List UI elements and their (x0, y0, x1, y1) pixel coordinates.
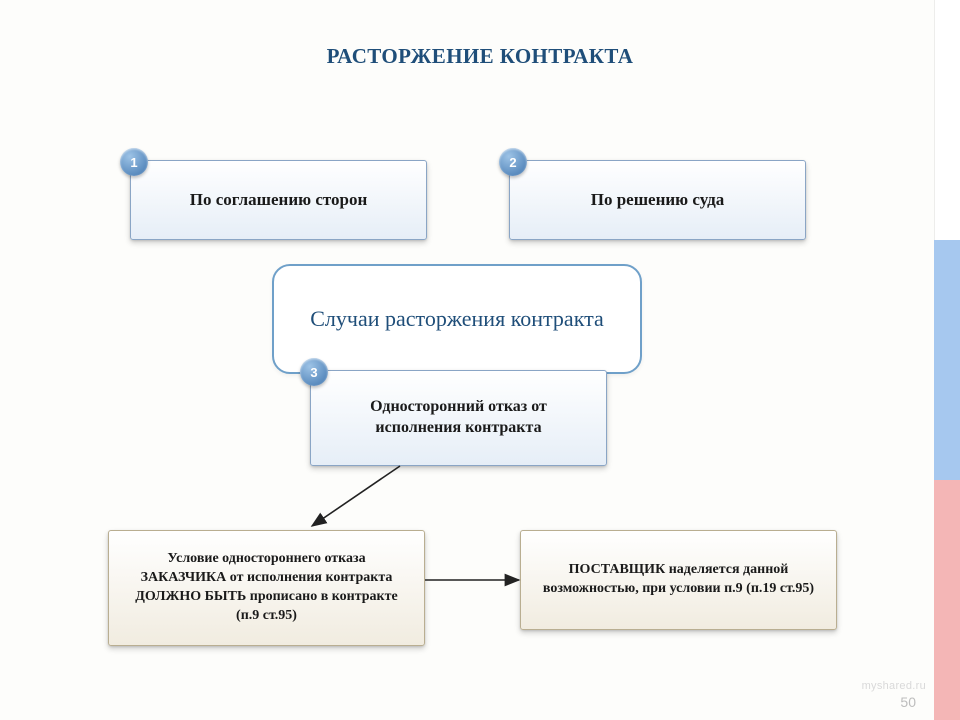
flag-strip (934, 0, 960, 720)
box-3: Односторонний отказ от исполнения контра… (310, 370, 607, 466)
condition-right-text: ПОСТАВЩИК наделяется данной возможностью… (537, 561, 820, 599)
box-1: По соглашению сторон (130, 160, 427, 240)
badge-3: 3 (300, 358, 328, 386)
badge-2-text: 2 (509, 155, 516, 170)
badge-1-text: 1 (130, 155, 137, 170)
flag-stripe-blue (934, 240, 960, 480)
condition-left-text: Условие одностороннего отказа ЗАКАЗЧИКА … (125, 550, 408, 626)
condition-left: Условие одностороннего отказа ЗАКАЗЧИКА … (108, 530, 425, 646)
central-text: Случаи расторжения контракта (310, 305, 604, 334)
flag-stripe-red (934, 480, 960, 720)
arrow-1 (312, 466, 400, 526)
condition-right: ПОСТАВЩИК наделяется данной возможностью… (520, 530, 837, 630)
page-title: РАСТОРЖЕНИЕ КОНТРАКТА (0, 44, 960, 69)
box-3-text: Односторонний отказ от исполнения контра… (327, 397, 590, 439)
badge-3-text: 3 (310, 365, 317, 380)
flag-stripe-white (934, 0, 960, 240)
watermark: myshared.ru (862, 680, 926, 692)
page-number: 50 (900, 694, 916, 710)
badge-2: 2 (499, 148, 527, 176)
central-box: Случаи расторжения контракта (272, 264, 642, 374)
box-1-text: По соглашению сторон (190, 189, 368, 211)
box-2: По решению суда (509, 160, 806, 240)
badge-1: 1 (120, 148, 148, 176)
slide-canvas: РАСТОРЖЕНИЕ КОНТРАКТА Случаи расторжения… (0, 0, 960, 720)
box-2-text: По решению суда (591, 189, 725, 211)
